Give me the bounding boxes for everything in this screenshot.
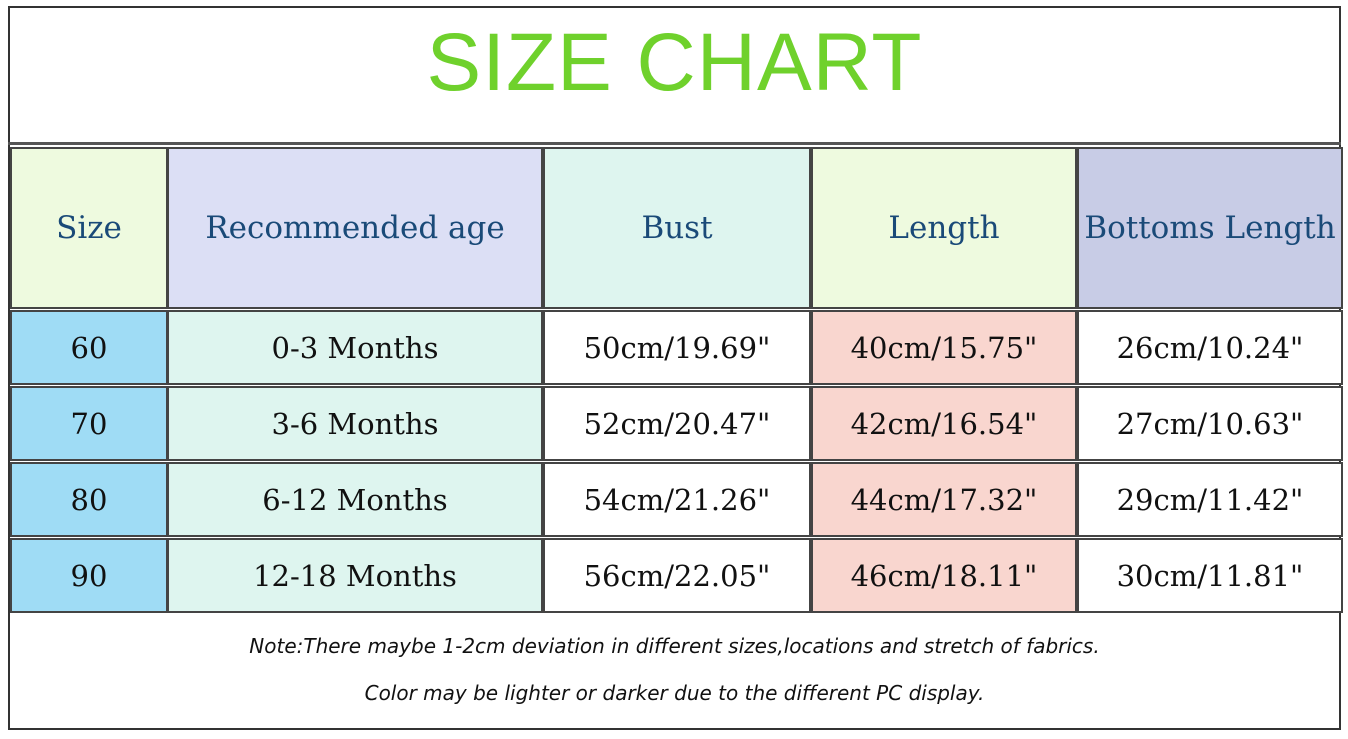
cell-bust: 50cm/19.69" — [543, 310, 811, 385]
cell-bottoms-length: 30cm/11.81" — [1077, 538, 1343, 613]
cell-size: 60 — [10, 310, 168, 385]
chart-title: SIZE CHART — [426, 17, 923, 108]
cell-size: 90 — [10, 538, 168, 613]
note-line-1: Note:There maybe 1-2cm deviation in diff… — [249, 634, 1100, 658]
cell-bottoms-length: 29cm/11.42" — [1077, 462, 1343, 537]
cell-bust: 54cm/21.26" — [543, 462, 811, 537]
cell-length: 46cm/18.11" — [811, 538, 1077, 613]
header-size: Size — [10, 147, 168, 309]
cell-recommended-age: 3-6 Months — [167, 386, 543, 461]
cell-recommended-age: 0-3 Months — [167, 310, 543, 385]
cell-length: 40cm/15.75" — [811, 310, 1077, 385]
header-bottoms-length: Bottoms Length — [1077, 147, 1343, 309]
note-line-2: Color may be lighter or darker due to th… — [364, 681, 985, 705]
cell-bust: 56cm/22.05" — [543, 538, 811, 613]
header-recommended-age: Recommended age — [167, 147, 543, 309]
cell-length: 44cm/17.32" — [811, 462, 1077, 537]
cell-bottoms-length: 27cm/10.63" — [1077, 386, 1343, 461]
divider — [8, 142, 1341, 145]
cell-size: 80 — [10, 462, 168, 537]
cell-length: 42cm/16.54" — [811, 386, 1077, 461]
cell-recommended-age: 6-12 Months — [167, 462, 543, 537]
cell-bust: 52cm/20.47" — [543, 386, 811, 461]
header-bust: Bust — [543, 147, 811, 309]
cell-recommended-age: 12-18 Months — [167, 538, 543, 613]
cell-bottoms-length: 26cm/10.24" — [1077, 310, 1343, 385]
header-length: Length — [811, 147, 1077, 309]
cell-size: 70 — [10, 386, 168, 461]
